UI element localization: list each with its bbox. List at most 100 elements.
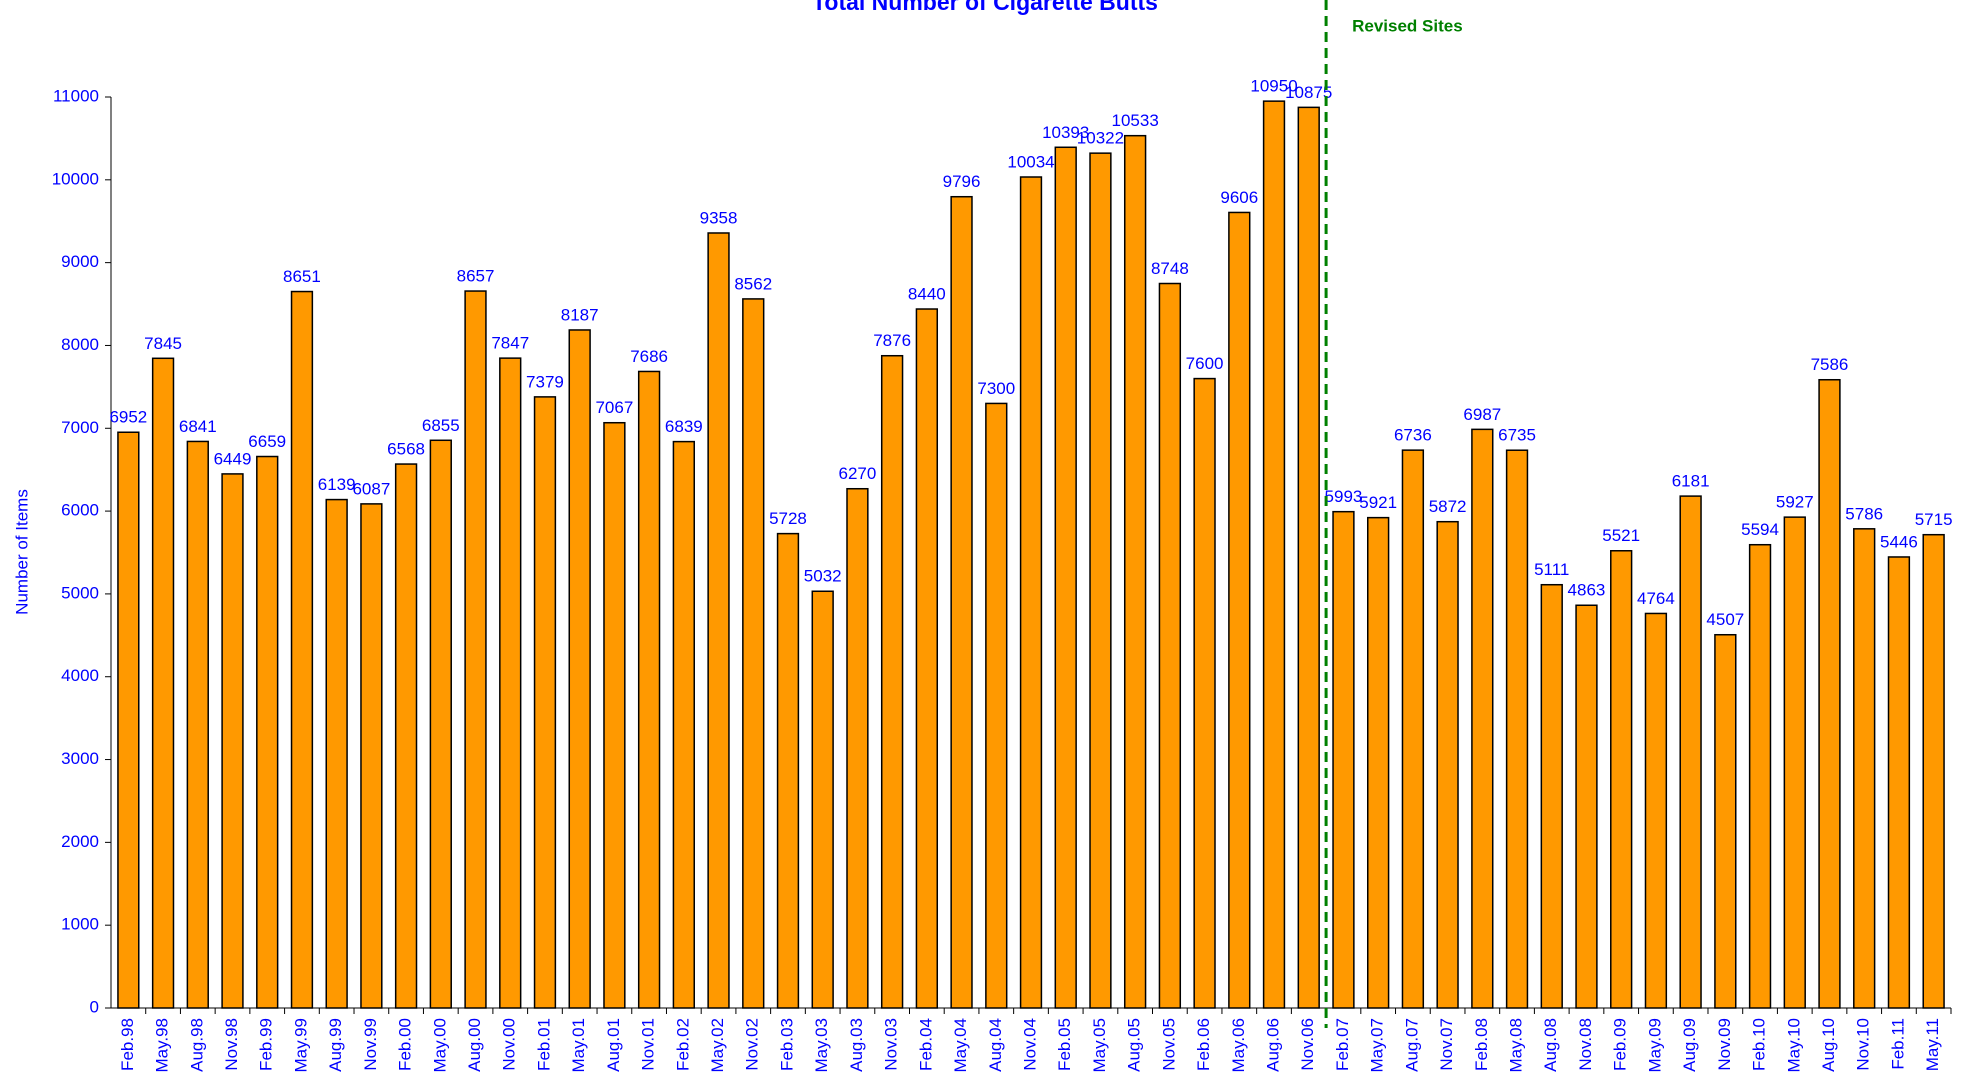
y-tick-label: 3000: [61, 749, 99, 768]
x-tick-label: Aug.08: [1541, 1018, 1560, 1072]
data-label: 8657: [457, 267, 495, 286]
y-tick-label: 11000: [53, 86, 99, 105]
data-label: 7600: [1186, 354, 1224, 373]
x-tick-label: May.11: [1923, 1018, 1942, 1071]
bar: [221, 473, 244, 1009]
data-label: 10034: [1007, 152, 1054, 171]
data-label: 8187: [561, 305, 599, 324]
x-tick-label: May.02: [708, 1018, 727, 1073]
x-tick-label: Nov.99: [361, 1018, 380, 1071]
data-label: 5111: [1534, 560, 1569, 579]
bar: [568, 329, 591, 1009]
bar: [360, 503, 383, 1009]
x-tick-label: Aug.06: [1264, 1018, 1283, 1072]
bar: [985, 402, 1008, 1009]
bar: [776, 532, 800, 1009]
x-tick-label: May.09: [1645, 1018, 1664, 1073]
data-label: 5446: [1880, 532, 1918, 551]
data-label: 4764: [1637, 589, 1675, 608]
x-tick-label: May.01: [569, 1018, 588, 1073]
data-label: 5927: [1776, 493, 1814, 512]
bar: [637, 370, 661, 1009]
data-label: 5715: [1915, 510, 1953, 529]
x-tick-label: Feb.10: [1750, 1018, 1769, 1071]
bar: [880, 354, 904, 1009]
data-label: 9796: [943, 172, 981, 191]
data-label: 6987: [1463, 405, 1501, 424]
x-tick-label: May.08: [1507, 1018, 1526, 1073]
data-label: 7847: [491, 334, 529, 353]
bar: [1193, 377, 1216, 1009]
bar: [429, 439, 452, 1009]
data-label: 5993: [1325, 487, 1363, 506]
x-tick-label: May.03: [812, 1018, 831, 1073]
bar: [1228, 211, 1251, 1009]
x-tick-label: Aug.98: [187, 1018, 206, 1072]
x-tick-label: Aug.00: [465, 1018, 484, 1072]
y-axis-label: Number of Items: [12, 489, 31, 615]
bar: [256, 455, 279, 1009]
bar: [1367, 516, 1390, 1009]
y-tick-label: 4000: [61, 666, 99, 685]
bar: [1887, 556, 1911, 1009]
x-tick-label: Aug.10: [1819, 1018, 1838, 1072]
x-tick-label: Nov.04: [1020, 1018, 1039, 1071]
chart-title: Total Number of Cigarette Butts: [812, 0, 1158, 15]
x-tick-label: May.06: [1229, 1018, 1248, 1073]
data-label: 7686: [630, 347, 668, 366]
data-label: 6855: [422, 416, 460, 435]
x-tick-label: Aug.03: [847, 1018, 866, 1072]
bar: [1575, 604, 1598, 1009]
x-tick-label: Aug.01: [604, 1018, 623, 1072]
data-label: 4507: [1706, 610, 1744, 629]
x-tick-label: Feb.03: [777, 1018, 796, 1071]
x-tick-label: Aug.05: [1125, 1018, 1144, 1072]
data-label: 5728: [769, 509, 807, 528]
data-label: 5921: [1359, 493, 1397, 512]
data-label: 6449: [214, 449, 252, 468]
x-tick-label: May.00: [430, 1018, 449, 1073]
data-label: 8440: [908, 284, 946, 303]
x-tick-label: May.07: [1368, 1018, 1387, 1073]
data-label: 10533: [1112, 111, 1159, 130]
annotation: Revised Sites: [1352, 16, 1463, 35]
bar: [950, 195, 973, 1009]
x-tick-label: Nov.05: [1159, 1018, 1178, 1071]
data-label: 10322: [1077, 129, 1124, 148]
x-tick-label: Nov.98: [222, 1018, 241, 1071]
bar: [1332, 510, 1355, 1009]
x-tick-label: May.98: [153, 1018, 172, 1073]
data-label: 4863: [1568, 581, 1606, 600]
data-label: 10875: [1285, 83, 1332, 102]
x-tick-label: May.99: [291, 1018, 310, 1073]
x-tick-label: Nov.01: [639, 1018, 658, 1071]
y-tick-label: 8000: [61, 335, 99, 354]
data-label: 8651: [283, 267, 321, 286]
bar: [1783, 516, 1806, 1009]
data-label: 8748: [1151, 259, 1189, 278]
x-tick-label: Feb.06: [1194, 1018, 1213, 1071]
y-tick-label: 7000: [61, 418, 99, 437]
data-label: 6841: [179, 417, 217, 436]
x-tick-label: May.10: [1784, 1018, 1803, 1073]
x-tick-label: Feb.04: [916, 1018, 935, 1071]
x-tick-label: Feb.01: [534, 1018, 553, 1071]
data-label: 5786: [1845, 504, 1883, 523]
data-label: 7876: [873, 331, 911, 350]
x-tick-label: Nov.03: [882, 1018, 901, 1071]
bar: [1714, 633, 1737, 1009]
x-tick-label: Nov.10: [1854, 1018, 1873, 1071]
bar: [290, 290, 314, 1009]
x-tick-label: Aug.07: [1402, 1018, 1421, 1072]
data-label: 9606: [1220, 188, 1258, 207]
y-tick-label: 1000: [61, 915, 99, 934]
bar: [1505, 449, 1529, 1009]
x-tick-label: May.04: [951, 1018, 970, 1073]
data-label: 7067: [595, 398, 633, 417]
x-tick-label: Feb.02: [673, 1018, 692, 1071]
bar: [499, 357, 522, 1009]
bar: [325, 498, 348, 1009]
data-label: 9358: [700, 208, 738, 227]
bar: [394, 463, 418, 1009]
